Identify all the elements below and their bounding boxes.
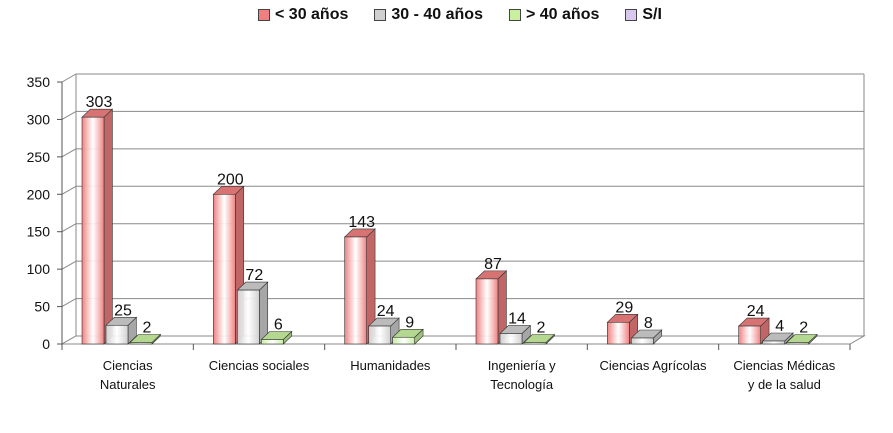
legend-item: < 30 años [258, 6, 348, 24]
bar [368, 325, 391, 345]
data-label: 87 [484, 256, 502, 273]
y-tick-label: 300 [27, 111, 51, 127]
bar [129, 342, 153, 345]
bar [81, 116, 105, 345]
data-label: 200 [217, 171, 244, 188]
legend-item: 30 - 40 años [374, 6, 483, 24]
category-label: Humanidades [350, 358, 431, 373]
bar [738, 325, 761, 345]
bar [261, 339, 284, 345]
grid-diagonal [61, 298, 77, 308]
bar [607, 321, 630, 345]
y-tick-label: 200 [27, 186, 51, 202]
grid-diagonal [61, 73, 77, 83]
grid-diagonal [61, 148, 77, 158]
data-label: 25 [114, 302, 132, 319]
bar [523, 342, 547, 345]
data-label: 303 [86, 94, 113, 111]
legend-label: S/I [642, 6, 662, 23]
data-label: 14 [508, 311, 526, 328]
data-label: 9 [405, 314, 414, 331]
category-label: Ciencias [103, 358, 153, 373]
data-label: 2 [143, 320, 152, 337]
category-label: Tecnología [490, 377, 554, 392]
bar [344, 236, 367, 345]
category-label: Ciencias sociales [209, 358, 310, 373]
bar-side [103, 108, 113, 345]
grid-diagonal [61, 185, 77, 195]
data-label: 6 [274, 317, 283, 334]
data-label: 143 [348, 214, 375, 231]
bar [237, 289, 260, 345]
legend-label: 30 - 40 años [391, 6, 483, 23]
legend-item: S/I [625, 6, 662, 24]
legend-item: > 40 años [508, 6, 600, 24]
legend: < 30 años 30 - 40 años > 40 años S/I [258, 6, 688, 24]
y-tick-label: 100 [27, 261, 51, 277]
bar [475, 278, 499, 345]
category-label: y de la salud [748, 377, 821, 392]
bar [213, 193, 236, 345]
data-label: 29 [615, 299, 633, 316]
y-tick-label: 350 [27, 74, 51, 90]
bar [762, 340, 785, 345]
bar [631, 337, 654, 345]
bar [392, 336, 415, 345]
data-label: 2 [799, 320, 808, 337]
legend-label: > 40 años [525, 6, 600, 23]
data-label: 24 [377, 303, 395, 320]
grid-diagonal [61, 223, 77, 233]
grid-diagonal [61, 260, 77, 270]
y-tick-label: 50 [34, 299, 50, 315]
bar [499, 333, 523, 345]
legend-label: < 30 años [275, 6, 349, 23]
data-label: 24 [747, 303, 765, 320]
legend-swatch [374, 9, 387, 21]
category-label: Ciencias Médicas [733, 358, 835, 373]
bar [105, 324, 129, 345]
bar [786, 342, 809, 345]
data-label: 72 [245, 267, 263, 284]
data-label: 4 [775, 318, 784, 335]
legend-swatch [625, 9, 638, 21]
grid-diagonal [61, 110, 77, 120]
legend-swatch [508, 9, 521, 21]
category-label: Naturales [100, 377, 156, 392]
y-tick-label: 150 [27, 224, 51, 240]
category-label: Ingeniería y [488, 358, 556, 373]
legend-swatch [258, 9, 270, 21]
data-label: 2 [537, 320, 546, 337]
data-label: 8 [644, 315, 653, 332]
category-label: Ciencias Agrícolas [600, 358, 707, 373]
y-tick-label: 0 [42, 336, 50, 352]
y-tick-label: 250 [27, 149, 51, 165]
